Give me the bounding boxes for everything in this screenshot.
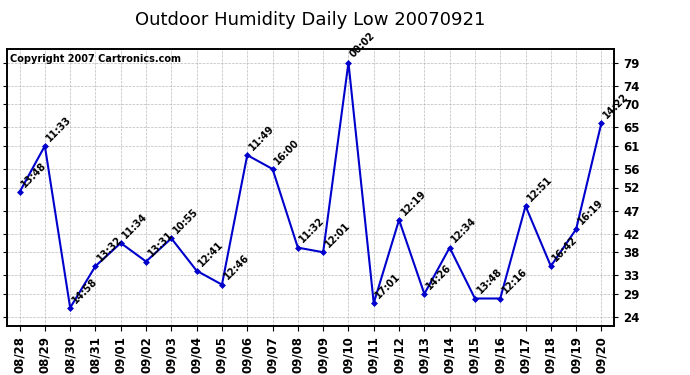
Text: 14:22: 14:22 [601,91,630,120]
Text: 12:41: 12:41 [197,239,226,268]
Text: 14:58: 14:58 [70,276,99,305]
Text: 13:31: 13:31 [146,230,175,259]
Text: 11:34: 11:34 [121,211,150,240]
Text: 16:00: 16:00 [273,137,302,166]
Text: 12:51: 12:51 [525,174,554,203]
Text: 10:55: 10:55 [171,207,200,236]
Text: 12:46: 12:46 [221,253,250,282]
Text: Outdoor Humidity Daily Low 20070921: Outdoor Humidity Daily Low 20070921 [135,11,486,29]
Text: 11:49: 11:49 [247,123,276,152]
Text: 16:19: 16:19 [576,197,605,226]
Text: 16:42: 16:42 [551,234,580,263]
Text: 17:01: 17:01 [373,272,402,300]
Text: 14:26: 14:26 [424,262,453,291]
Text: Copyright 2007 Cartronics.com: Copyright 2007 Cartronics.com [10,54,181,64]
Text: 12:16: 12:16 [500,267,529,296]
Text: 13:48: 13:48 [19,160,48,189]
Text: 12:01: 12:01 [323,220,352,249]
Text: 11:33: 11:33 [45,114,74,143]
Text: 12:34: 12:34 [449,216,478,245]
Text: 12:19: 12:19 [399,188,428,217]
Text: 13:32: 13:32 [95,234,124,263]
Text: 13:48: 13:48 [475,267,504,296]
Text: 11:32: 11:32 [297,216,326,245]
Text: 00:02: 00:02 [348,31,377,60]
